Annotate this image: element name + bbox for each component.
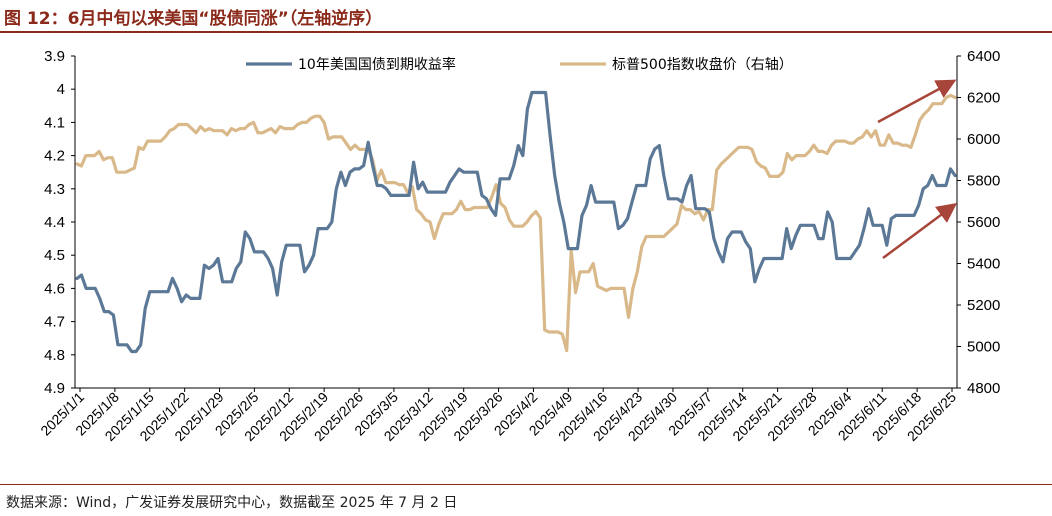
left-tick-label: 4.2: [44, 148, 65, 165]
legend-label: 标普500指数收盘价（右轴）: [612, 56, 793, 73]
figure-title: 图 12：6月中旬以来美国“股债同涨”（左轴逆序）: [4, 9, 383, 29]
left-tick-label: 4: [57, 81, 65, 98]
left-tick-label: 4.3: [44, 181, 65, 198]
right-tick-label: 5200: [967, 297, 1000, 314]
legend-item-spx: 标普500指数收盘价（右轴）: [560, 56, 793, 73]
source-note: 数据来源：Wind，广发证券发展研究中心，数据截至 2025 年 7 月 2 日: [6, 495, 458, 511]
annotation-arrow-upper: [877, 79, 957, 124]
right-tick-label: 6400: [967, 48, 1000, 65]
annotation-arrow-lower: [882, 203, 958, 260]
series-line-spx: [75, 93, 957, 353]
right-tick-label: 4800: [967, 380, 1000, 397]
right-tick-label: 5800: [967, 173, 1000, 190]
footer-divider: [0, 484, 1052, 485]
series-line-treasury-yield: [75, 90, 957, 354]
left-tick-label: 4.5: [44, 247, 65, 264]
left-tick-label: 4.1: [44, 114, 65, 131]
left-tick-label: 4.8: [44, 347, 65, 364]
chart: 3.9 4 4.1 4.2 4.3 4.4 4.5 4.6 4.7 4.8 4.9 6400 6200 6…: [37, 48, 1000, 444]
legend-item-treasury-yield: 10年美国国债到期收益率: [246, 56, 456, 73]
right-tick-label: 6200: [967, 90, 1000, 107]
chart-legend: 10年美国国债到期收益率 标普500指数收盘价（右轴）: [246, 56, 793, 73]
legend-label: 10年美国国债到期收益率: [298, 56, 456, 73]
left-tick-label: 4.6: [44, 280, 65, 297]
right-tick-label: 6000: [967, 131, 1000, 148]
right-tick-label: 5600: [967, 214, 1000, 231]
right-tick-label: 5400: [967, 256, 1000, 273]
chart-series: [75, 90, 957, 354]
left-tick-label: 4.4: [44, 214, 65, 231]
chart-annotations: [877, 79, 958, 260]
left-tick-label: 3.9: [44, 48, 65, 65]
chart-axes: 3.9 4 4.1 4.2 4.3 4.4 4.5 4.6 4.7 4.8 4.9 6400 6200 6…: [37, 48, 1000, 444]
title-divider: [0, 31, 1052, 33]
left-tick-label: 4.9: [44, 380, 65, 397]
right-tick-label: 5000: [967, 339, 1000, 356]
title-bar: 图 12：6月中旬以来美国“股债同涨”（左轴逆序）: [0, 0, 1052, 30]
left-tick-label: 4.7: [44, 314, 65, 331]
